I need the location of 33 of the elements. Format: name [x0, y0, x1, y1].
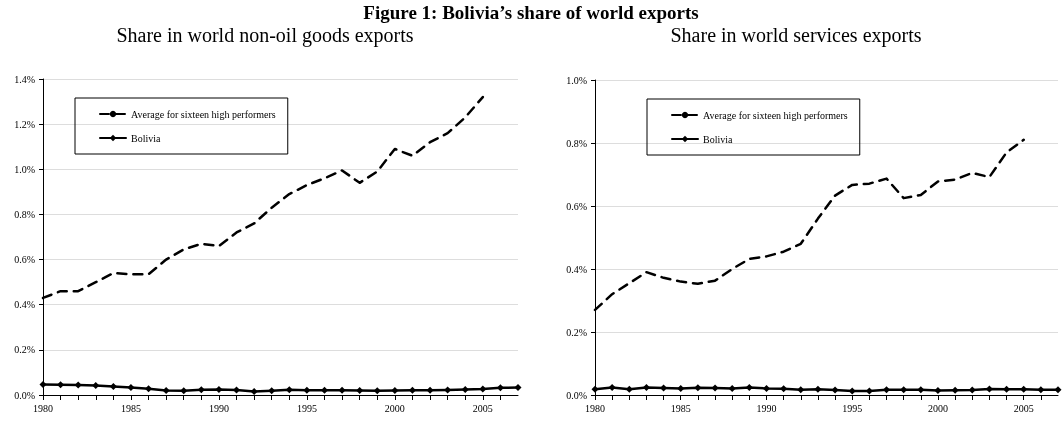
legend-label: Average for sixteen high performers [703, 109, 848, 121]
x-tick-label: 2000 [927, 402, 948, 414]
y-tick-label: 1.2% [14, 118, 35, 130]
x-tick-label: 1995 [296, 402, 317, 414]
y-tick-label: 1.0% [566, 74, 587, 86]
y-tick-label: 0.8% [14, 208, 35, 220]
y-tick-label: 1.4% [14, 73, 35, 85]
y-tick-label: 1.0% [14, 163, 35, 175]
x-tick-label: 1980 [33, 402, 53, 414]
y-tick-label: 0.0% [14, 389, 35, 401]
x-tick-label: 1985 [670, 402, 691, 414]
y-tick-label: 0.6% [566, 200, 587, 212]
y-tick-label: 0.4% [566, 263, 587, 275]
chart-subtitle: Share in world non-oil goods exports [116, 24, 414, 47]
y-tick-label: 0.2% [14, 344, 35, 356]
y-tick-label: 0.4% [14, 299, 35, 311]
y-tick-label: 0.8% [566, 137, 587, 149]
legend-label: Average for sixteen high performers [131, 108, 276, 120]
x-tick-label: 1990 [756, 402, 777, 414]
legend-label: Bolivia [131, 132, 161, 144]
x-tick-label: 1990 [208, 402, 229, 414]
y-tick-label: 0.0% [566, 389, 587, 401]
chart-title: Figure 1: Bolivia’s share of world exports [362, 2, 700, 24]
legend-label: Bolivia [703, 133, 733, 145]
x-tick-label: 2005 [472, 402, 493, 414]
chart-subtitle: Share in world services exports [670, 24, 922, 47]
x-tick-label: 1980 [585, 402, 605, 414]
x-tick-label: 1995 [842, 402, 863, 414]
x-tick-label: 2000 [384, 402, 405, 414]
x-tick-label: 1985 [120, 402, 141, 414]
y-tick-label: 0.6% [14, 254, 35, 266]
x-tick-label: 2005 [1013, 402, 1034, 414]
y-tick-label: 0.2% [566, 326, 587, 338]
